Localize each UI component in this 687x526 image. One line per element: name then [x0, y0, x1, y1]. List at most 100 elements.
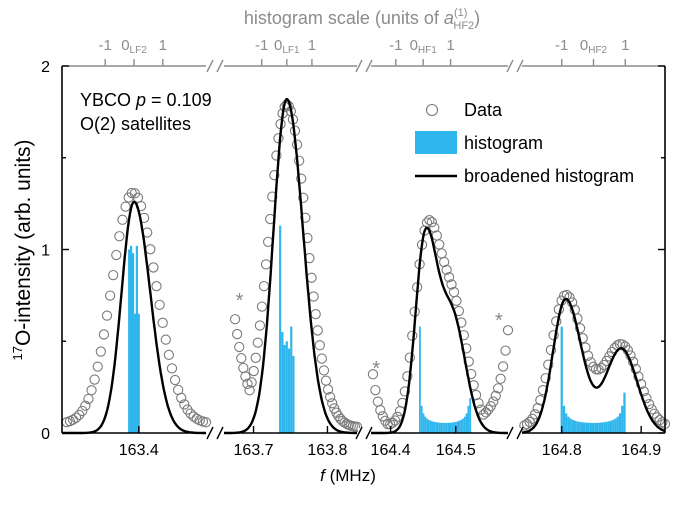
data-point-lf1-0 — [229, 314, 241, 325]
histogram-bar-hf1-16 — [447, 422, 450, 433]
histogram-bar-hf2-11 — [585, 422, 588, 433]
histogram-bar-lf2-2 — [131, 253, 135, 433]
data-point-hf1-29 — [439, 256, 450, 268]
y-tick-label-0: 0 — [41, 426, 50, 443]
data-point-hf2-29 — [596, 362, 607, 374]
axis-break-bottom-3-b — [516, 426, 524, 440]
data-point-lf1-31 — [293, 155, 305, 166]
data-point-lf2-31 — [157, 317, 168, 328]
histogram-bar-lf2-5 — [137, 313, 140, 433]
data-point-lf2-3 — [70, 412, 82, 423]
data-point-lf2-30 — [154, 299, 165, 311]
data-point-lf2-38 — [179, 399, 190, 410]
histogram-bar-hf1-5 — [428, 419, 430, 433]
star-marker-hf1-0: * — [372, 358, 380, 380]
data-point-hf1-13 — [399, 386, 411, 397]
top-tick-label-lf1-0: -1 — [255, 37, 268, 54]
histogram-bar-hf1-17 — [449, 422, 452, 433]
data-point-hf1-52 — [495, 373, 506, 384]
data-point-hf1-55 — [502, 325, 514, 336]
data-point-lf2-2 — [67, 414, 79, 425]
data-point-lf1-32 — [296, 173, 307, 184]
histogram-bar-hf2-18 — [600, 422, 604, 433]
data-point-lf1-33 — [298, 192, 309, 203]
histogram-bar-hf1-23 — [460, 419, 463, 433]
data-point-hf2-43 — [633, 371, 644, 382]
data-point-lf1-40 — [312, 325, 323, 336]
legend: Data histogram broadened histogram — [415, 100, 634, 186]
axes-layer: 163.4 -1 0LF2 1 163.7 163.8 -1 0LF1 1 164.4 164.5 -… — [41, 37, 666, 459]
histogram-bar-lf1-1 — [281, 332, 284, 433]
y-tick-label-2: 2 — [41, 59, 50, 76]
histogram-bar-hf2-6 — [574, 420, 577, 433]
x-tick-label-lf2-0: 163.4 — [119, 442, 159, 459]
histogram-bar-hf1-25 — [463, 416, 466, 433]
data-point-lf2-37 — [176, 392, 187, 404]
x-tick-label-lf1-0: 163.7 — [234, 442, 274, 459]
histogram-bar-hf1-28 — [469, 398, 472, 433]
histogram-bar-lf1-4 — [287, 348, 291, 433]
legend-data-label: Data — [464, 100, 503, 120]
data-point-lf2-35 — [169, 374, 181, 386]
histogram-bar-lf1-0 — [279, 225, 282, 433]
data-point-lf2-11 — [95, 346, 106, 357]
data-point-hf2-26 — [588, 361, 599, 372]
data-point-lf1-10 — [250, 352, 261, 363]
axis-break-bottom-3-a — [506, 426, 514, 440]
data-point-hf2-9 — [543, 359, 554, 370]
histogram-bar-hf2-28 — [623, 392, 626, 433]
data-point-hf2-10 — [545, 344, 557, 356]
histogram-bar-hf1-14 — [444, 422, 446, 433]
histogram-bar-hf1-0 — [419, 326, 421, 433]
axis-break-top-3-a — [506, 59, 514, 73]
histogram-bar-hf2-2 — [565, 413, 568, 433]
data-point-lf1-9 — [248, 365, 259, 377]
data-point-lf2-33 — [163, 349, 175, 361]
histogram-bar-hf2-14 — [591, 422, 595, 433]
histogram-bar-lf2-0 — [128, 249, 131, 433]
histogram-bar-hf2-7 — [576, 421, 579, 433]
axis-break-bottom-3-gap — [509, 428, 521, 438]
broadened-curve-layer — [61, 97, 666, 435]
star-marker-lf1-0: * — [236, 290, 244, 312]
data-point-hf1-32 — [446, 279, 457, 290]
data-point-hf1-49 — [488, 396, 499, 407]
data-point-lf1-34 — [300, 212, 311, 223]
data-point-lf2-19 — [120, 201, 131, 212]
data-point-hf1-27 — [434, 239, 445, 250]
histogram-bar-hf2-0 — [560, 326, 563, 433]
data-point-hf1-51 — [493, 383, 504, 394]
top-tick-label-hf2-2: 1 — [621, 37, 629, 54]
data-point-lf1-20 — [271, 150, 282, 161]
data-point-lf2-13 — [101, 310, 113, 321]
data-point-lf1-21 — [273, 133, 284, 144]
histogram-bar-hf1-22 — [458, 420, 461, 433]
histogram-bar-hf2-25 — [616, 416, 619, 433]
histogram-bar-hf1-21 — [456, 421, 459, 433]
histogram-bar-hf1-11 — [438, 422, 441, 433]
legend-histogram-label: histogram — [464, 133, 543, 153]
data-point-hf2-0 — [519, 420, 530, 431]
data-point-hf1-30 — [441, 264, 452, 276]
data-point-lf2-27 — [145, 244, 156, 255]
histogram-bar-hf2-24 — [614, 418, 617, 433]
axis-break-top-1-b — [216, 59, 224, 73]
top-tick-label-lf1-2: 1 — [308, 37, 316, 54]
data-point-lf1-39 — [310, 308, 321, 320]
broadened-curve-lf1 — [223, 97, 358, 435]
top-tick-label-lf1-zero: 0LF1 — [274, 37, 300, 56]
histogram-bar-hf1-10 — [436, 422, 439, 433]
histogram-bar-hf1-13 — [442, 422, 445, 433]
axis-break-bottom-2-gap — [358, 428, 370, 438]
data-point-hf1-25 — [429, 222, 440, 233]
data-point-lf2-45 — [200, 417, 212, 428]
data-point-hf1-24 — [426, 216, 438, 228]
data-point-lf2-10 — [92, 361, 103, 372]
x-axis-label: f (MHz) — [320, 466, 376, 485]
data-point-lf2-17 — [114, 231, 125, 242]
top-tick-label-hf1-zero: 0HF1 — [410, 37, 438, 56]
data-point-lf1-19 — [269, 170, 280, 181]
data-point-hf2-21 — [574, 323, 586, 334]
x-tick-label-hf2-1: 164.9 — [621, 442, 661, 459]
data-point-hf1-0 — [367, 369, 379, 380]
